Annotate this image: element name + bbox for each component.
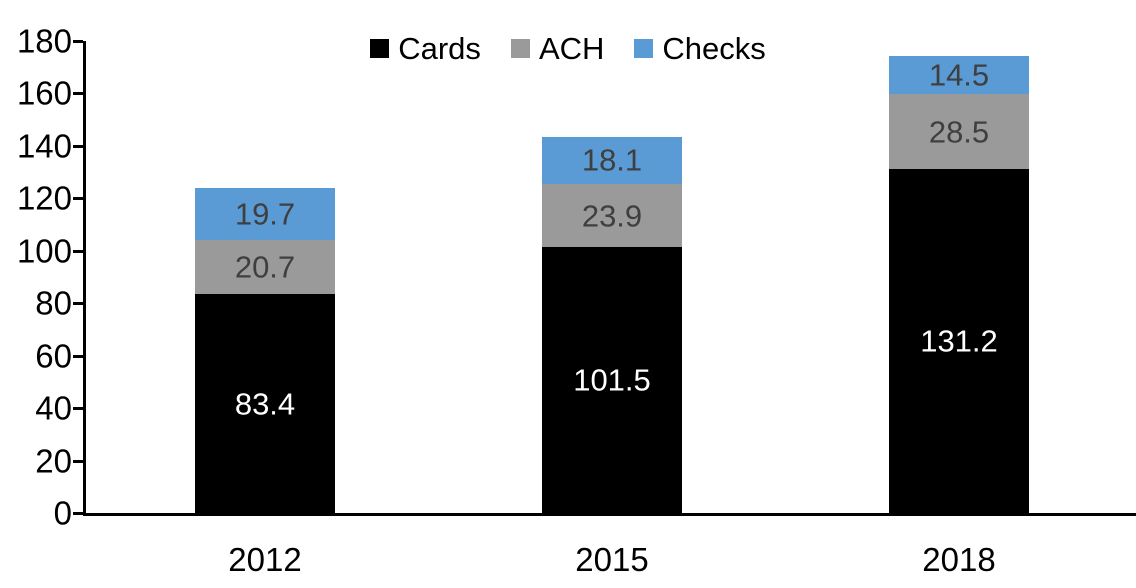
bar-segment-checks-2015 [542,136,682,185]
x-category-label: 2018 [922,541,996,578]
segment-value-label: 83.4 [234,386,296,422]
segment-value-label: 23.9 [581,198,643,233]
bar-segment-cards-2015 [542,246,682,513]
y-axis-tick [73,459,83,463]
y-tick-label: 140 [16,127,72,165]
bar-segment-cards-2012 [195,294,335,513]
legend-label: Cards [398,31,481,66]
y-tick-label: 20 [35,442,72,480]
y-tick-label: 100 [16,232,72,270]
y-axis-tick [73,407,83,411]
y-tick-label: 180 [16,22,72,60]
bar-segment-cards-2018 [889,168,1029,513]
y-axis-tick [73,512,83,515]
segment-value-label: 18.1 [581,142,643,178]
x-category-label: 2012 [228,541,302,578]
y-axis-tick [73,92,83,96]
y-tick-label: 40 [35,389,72,427]
bar-segment-ach-2015 [542,184,682,247]
segment-value-label: 28.5 [928,114,990,150]
bar-segment-checks-2018 [889,56,1029,95]
y-tick-label: 0 [53,494,72,532]
y-tick-label: 120 [16,179,72,217]
legend-label: Checks [662,31,766,66]
y-axis-tick [73,144,83,148]
bar-segment-ach-2012 [195,240,335,295]
bar-segment-ach-2018 [889,94,1029,169]
x-category-label: 2015 [575,541,649,578]
chart-legend: Cards ACH Checks [0,33,1136,64]
y-axis-tick [73,197,83,201]
legend-item-checks: Checks [634,31,766,66]
y-tick-label: 160 [16,74,72,112]
segment-value-label: 131.2 [920,323,998,359]
x-axis-line [83,513,1136,516]
segment-value-label: 14.5 [928,57,990,93]
y-axis-tick [73,249,83,253]
legend-swatch-icon [634,39,654,58]
segment-value-label: 20.7 [234,249,296,285]
y-axis-tick [73,354,83,358]
legend-item-ach: ACH [510,31,605,66]
y-tick-label: 80 [35,284,72,322]
legend-swatch-icon [370,39,390,58]
legend-item-cards: Cards [370,33,481,64]
bar-segment-checks-2012 [195,188,335,241]
legend-label: ACH [538,31,605,66]
segment-value-label: 101.5 [573,362,651,398]
y-axis-line [83,41,86,516]
segment-value-label: 19.7 [234,196,296,232]
y-tick-label: 60 [35,337,72,375]
y-axis-tick [73,40,83,43]
y-axis-tick [73,302,83,306]
legend-swatch-icon [510,39,530,58]
